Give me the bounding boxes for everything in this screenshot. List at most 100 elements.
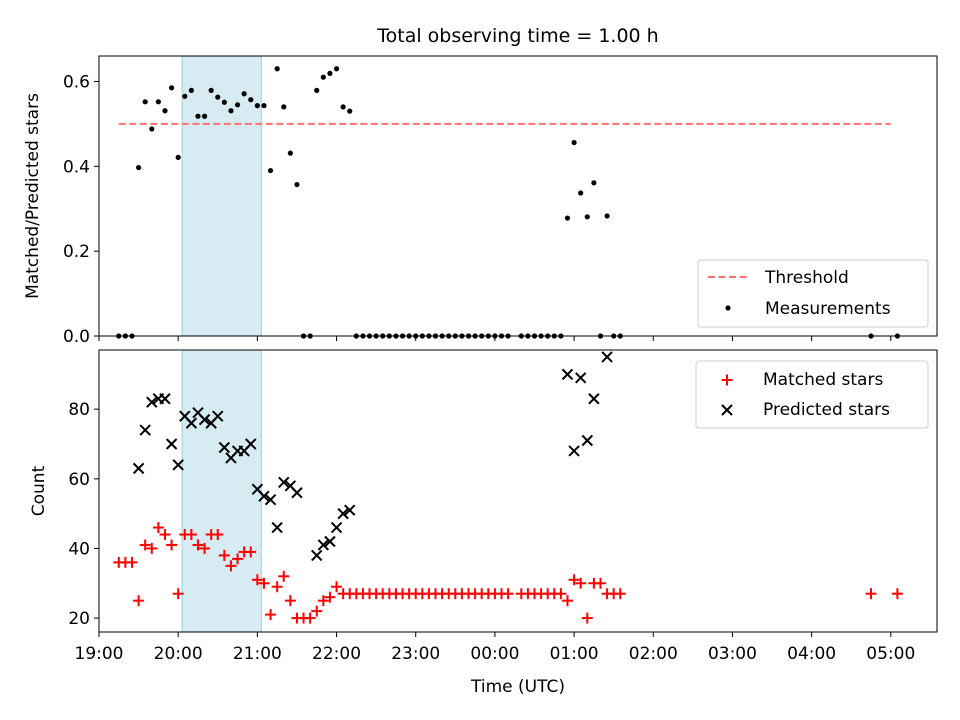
x-tick-label: 23:00: [391, 644, 440, 664]
y-tick-label: 0.6: [63, 72, 90, 92]
measurement-point: [584, 214, 590, 220]
legend-cross-marker: [721, 404, 733, 416]
measurement-point: [221, 99, 227, 105]
x-tick-label: 05:00: [866, 644, 915, 664]
measurement-point: [578, 190, 584, 196]
predicted-star-point: [146, 396, 158, 408]
top-x-ticks: [98, 336, 892, 341]
measurement-point: [228, 108, 234, 114]
measurement-point: [195, 113, 201, 119]
predicted-star-point: [218, 441, 231, 454]
predicted-star-point: [264, 493, 277, 506]
bottom-observing-window-shade: [181, 349, 262, 633]
measurement-point: [155, 99, 161, 105]
predicted-star-point: [278, 476, 290, 489]
y-tick-label: 80: [68, 400, 90, 420]
measurement-point: [314, 87, 320, 93]
y-tick-label: 20: [68, 609, 90, 629]
measurement-point: [241, 91, 247, 97]
predicted-star-point: [588, 393, 600, 405]
measurement-point: [274, 66, 280, 72]
predicted-star-point: [165, 438, 178, 450]
predicted-star-point: [271, 521, 283, 534]
top-observing-window-shade: [181, 55, 262, 337]
y-tick-label: 0.2: [63, 242, 90, 262]
measurement-point: [149, 126, 155, 132]
measurement-points: [116, 66, 901, 339]
measurement-point: [208, 87, 214, 93]
predicted-star-point: [172, 459, 184, 471]
measurement-point: [571, 139, 577, 146]
measurement-point: [182, 93, 188, 99]
predicted-star-point: [601, 351, 613, 363]
x-tick-label: 22:00: [312, 644, 361, 664]
measurement-point: [142, 99, 148, 105]
measurement-point: [604, 213, 610, 219]
legend-matched-swatch: [721, 374, 733, 386]
bottom-legend: Matched stars Predicted stars: [695, 360, 929, 429]
predicted-star-point: [561, 368, 574, 381]
bottom-panel: 20 40 60 80 19:00 20:00 21:00 22:00 23:00 00:00 0…: [29, 349, 938, 697]
x-tick-label: 04:00: [787, 644, 836, 664]
measurement-point: [234, 102, 241, 108]
predicted-star-point: [568, 445, 580, 457]
measurement-point: [261, 103, 267, 109]
measurement-point: [168, 85, 175, 91]
measurement-point: [340, 104, 346, 110]
predicted-star-point: [132, 462, 145, 475]
legend-predicted-label: Predicted stars: [763, 400, 890, 420]
bottom-plot-frame: [98, 349, 938, 633]
predicted-star-point: [159, 393, 171, 405]
legend-measurements-label: Measurements: [765, 299, 891, 319]
top-chart-title: Total observing time = 1.00 h: [376, 25, 658, 47]
predicted-star-point: [581, 434, 593, 447]
predicted-star-point: [311, 549, 323, 562]
predicted-star-point: [291, 487, 303, 499]
predicted-star-point: [317, 539, 330, 551]
measurement-point: [287, 150, 293, 156]
measurement-point: [162, 108, 168, 114]
legend-matched-label: Matched stars: [763, 370, 883, 390]
y-tick-label: 60: [68, 470, 90, 490]
measurement-point: [281, 104, 287, 110]
measurement-point: [188, 87, 194, 93]
predicted-star-point: [284, 480, 297, 492]
legend-measurements-swatch: [725, 305, 731, 311]
top-plot-frame: [98, 55, 938, 337]
measurement-point: [327, 70, 333, 76]
measurement-point: [347, 108, 353, 114]
top-panel: 0.0 0.2 0.4 0.6 Total observing time = 1.00…: [23, 25, 938, 347]
x-tick-label: 02:00: [629, 644, 678, 664]
predicted-star-points: [132, 351, 613, 562]
measurement-point: [564, 215, 571, 221]
bottom-y-ticks: 20 40 60 80: [68, 400, 99, 629]
predicted-star-point: [337, 507, 349, 520]
measurement-point: [175, 154, 181, 160]
top-y-axis-label: Matched/Predicted stars: [23, 93, 43, 299]
measurement-point: [591, 180, 597, 186]
predicted-star-point: [330, 521, 343, 534]
predicted-star-point: [198, 413, 211, 426]
top-legend-box: [697, 259, 929, 328]
matched-star-points: [113, 522, 903, 624]
x-tick-label: 00:00: [470, 644, 519, 664]
predicted-star-point: [245, 438, 257, 450]
measurement-point: [254, 103, 260, 109]
measurement-point: [267, 167, 274, 174]
x-tick-label: 19:00: [75, 644, 124, 664]
measurement-point: [320, 74, 326, 80]
predicted-star-point: [344, 504, 356, 516]
x-tick-label: 20:00: [154, 644, 203, 664]
bottom-x-ticks: 19:00 20:00 21:00 22:00 23:00 00:00 01:00 02:00…: [75, 632, 915, 664]
top-y-ticks: 0.0 0.2 0.4 0.6: [63, 72, 99, 347]
predicted-star-point: [212, 410, 224, 422]
bottom-legend-box: [695, 360, 929, 429]
predicted-star-point: [179, 410, 191, 422]
x-tick-label: 03:00: [708, 644, 757, 664]
measurement-point: [294, 181, 300, 188]
predicted-star-point: [185, 417, 198, 429]
legend-predicted-swatch: [721, 404, 733, 416]
x-axis-label: Time (UTC): [470, 677, 565, 697]
measurement-point: [135, 164, 142, 171]
